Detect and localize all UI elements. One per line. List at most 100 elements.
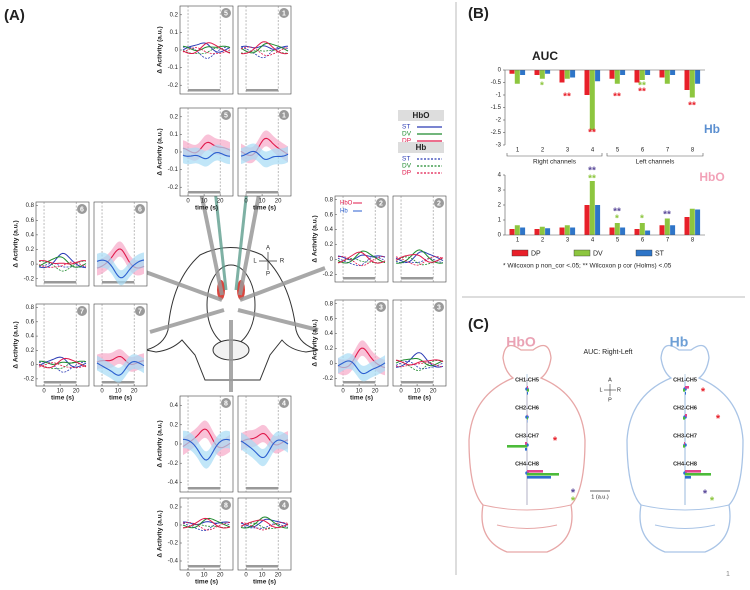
compass-label: L <box>253 259 257 265</box>
y-tick-label: -1.5 <box>491 105 502 111</box>
legend-label: DV <box>593 250 603 257</box>
panel-number: 7 <box>138 308 142 315</box>
bar <box>685 414 687 417</box>
x-tick-label: 20 <box>73 389 80 395</box>
x-tick-label: 5 <box>616 238 620 244</box>
compass-label: L <box>599 387 602 393</box>
legend-header <box>398 142 444 153</box>
y-tick-label: 0 <box>175 523 179 529</box>
trace <box>38 362 87 369</box>
fiber <box>239 266 326 302</box>
y-axis-label: Δ Activity (a.u.) <box>312 319 319 366</box>
x-tick-label: 20 <box>275 573 282 579</box>
panel-badge <box>279 398 289 408</box>
trace <box>337 254 386 261</box>
bar <box>683 389 685 392</box>
y-tick-label: -3 <box>496 143 502 149</box>
x-tick-label: 8 <box>691 238 695 244</box>
panel-number: 4 <box>282 502 286 509</box>
significance-star: * <box>701 386 706 398</box>
bar <box>527 389 529 392</box>
trace <box>337 250 386 264</box>
trace <box>38 262 87 268</box>
bar <box>595 205 601 235</box>
trace <box>240 521 289 531</box>
trace <box>337 360 386 375</box>
bar <box>634 70 640 83</box>
y-tick-label: 0.2 <box>325 242 334 248</box>
channel-label: CH2-CH6 <box>515 405 539 411</box>
trace <box>39 360 87 365</box>
x-tick-label: 0 <box>244 199 248 205</box>
plot-frame <box>237 497 292 571</box>
x-tick-label: 0 <box>186 573 190 579</box>
compass-label: A <box>608 377 612 383</box>
y-tick-label: -0.2 <box>24 276 35 282</box>
y-tick-label: 2 <box>498 203 502 209</box>
significance-star: * <box>710 495 715 507</box>
plot-frame <box>392 195 447 283</box>
x-tick-label: 1 <box>516 148 520 154</box>
trace <box>38 261 87 268</box>
y-tick-label: 0.4 <box>170 403 179 409</box>
trace <box>240 439 289 459</box>
confidence-band <box>241 143 288 168</box>
x-tick-label: 8 <box>691 148 695 154</box>
bar <box>584 205 590 235</box>
x-tick-label: 10 <box>201 573 208 579</box>
subtitle: AUC: Right-Left <box>583 349 632 356</box>
x-tick-label: 5 <box>616 148 620 154</box>
bar <box>559 227 565 235</box>
trace <box>395 258 444 264</box>
bar <box>645 70 651 75</box>
bar <box>589 70 595 130</box>
bar <box>684 217 690 235</box>
panel-badge <box>279 8 289 18</box>
x-tick-label: 10 <box>259 199 266 205</box>
y-tick-label: 0.4 <box>325 331 334 337</box>
fiber <box>234 179 250 291</box>
y-tick-label: 0 <box>175 442 179 448</box>
bar <box>609 227 615 235</box>
y-tick-label: -0.2 <box>168 185 179 191</box>
y-tick-label: 0.1 <box>170 30 179 36</box>
group-label: Left channels <box>636 159 675 166</box>
bar <box>514 70 520 84</box>
significance-star: ** <box>563 92 571 103</box>
y-tick-label: 0.2 <box>170 12 179 18</box>
panel-badge <box>221 398 231 408</box>
stimulus-bar <box>188 565 221 568</box>
panel-number: 3 <box>379 304 383 311</box>
page-number: 1 <box>726 571 730 578</box>
plot-frame <box>35 201 90 287</box>
y-tick-label: 0 <box>31 262 35 268</box>
x-axis-label: time (s) <box>195 579 218 586</box>
trace <box>337 256 386 267</box>
bar <box>664 218 670 235</box>
x-axis-label: time (s) <box>109 395 132 402</box>
y-tick-label: 0.1 <box>170 132 179 138</box>
x-tick-label: 10 <box>201 199 208 205</box>
bar <box>659 70 665 78</box>
panel-badge <box>77 306 87 316</box>
panel-number: 2 <box>379 200 383 207</box>
trace <box>38 362 87 370</box>
stimulus-bar <box>44 381 77 384</box>
bar <box>609 70 615 79</box>
y-axis-label: Δ Activity (a.u.) <box>13 220 20 267</box>
legend-swatch <box>573 249 591 257</box>
trace <box>395 360 444 370</box>
y-tick-label: -0.2 <box>168 541 179 547</box>
panel-label: (B) <box>468 5 489 22</box>
fiber <box>237 308 319 332</box>
bar <box>639 223 645 235</box>
y-axis-label: Δ Activity (a.u.) <box>13 321 20 368</box>
legend-label: ST <box>402 124 410 131</box>
panel-badge <box>221 500 231 510</box>
confidence-band <box>338 353 385 382</box>
y-tick-label: -2 <box>496 118 502 124</box>
significance-star: * <box>571 487 576 499</box>
panel-badge <box>77 204 87 214</box>
compass-label: P <box>608 397 612 403</box>
stimulus-bar <box>246 89 279 92</box>
